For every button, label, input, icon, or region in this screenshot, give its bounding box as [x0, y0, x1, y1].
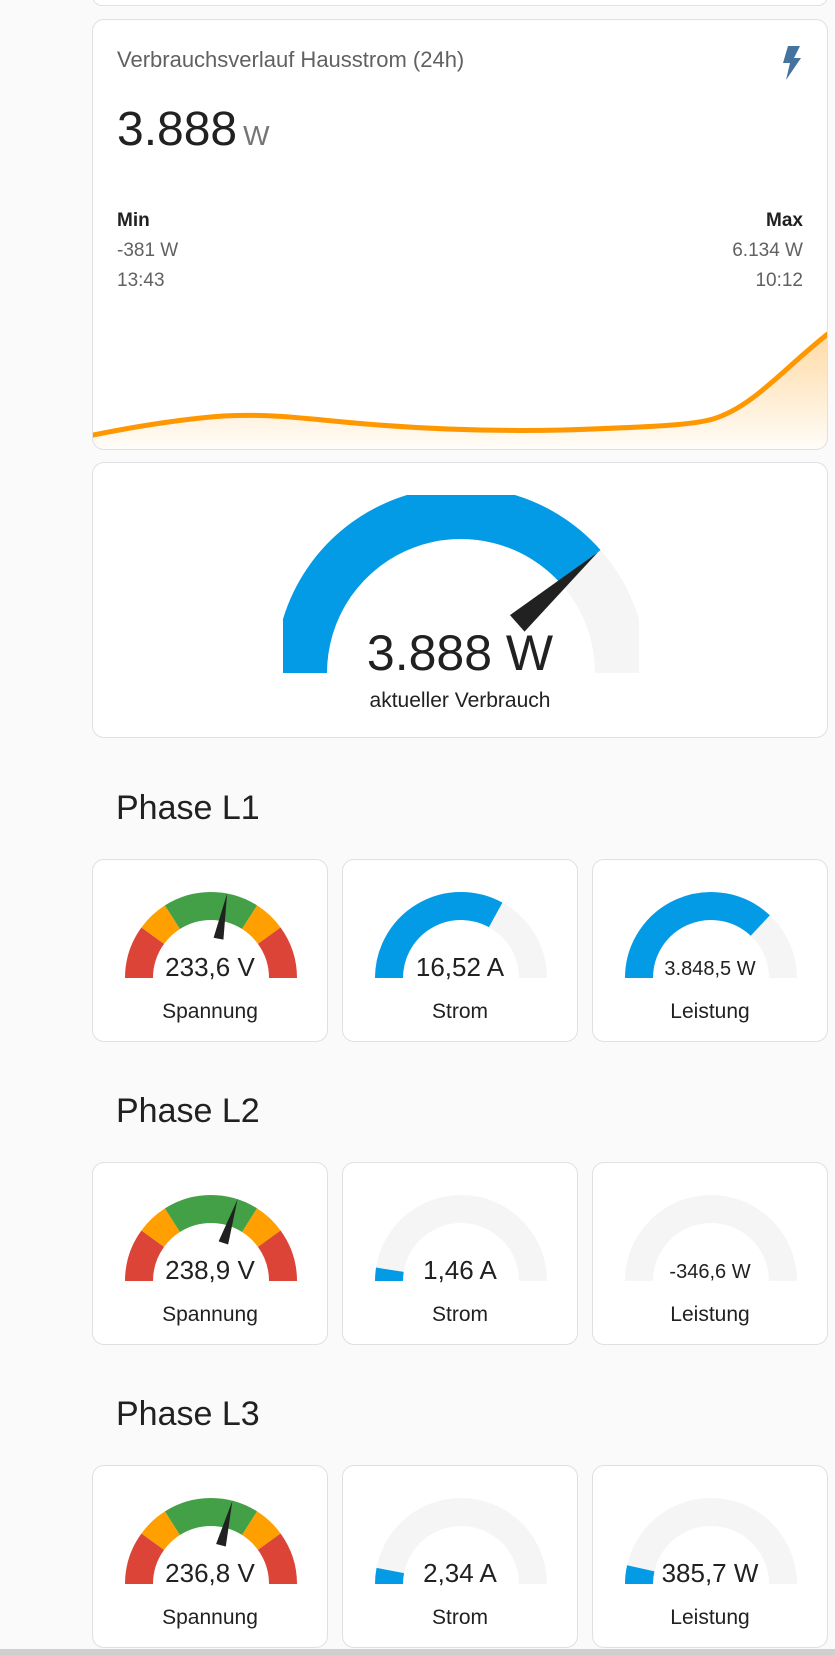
phase-l1-power-card[interactable]: 3.848,5 W Leistung — [592, 859, 828, 1042]
horizontal-scrollbar[interactable] — [0, 1649, 835, 1655]
gauge-value-arc — [375, 1267, 404, 1282]
main-gauge-needle — [509, 552, 598, 632]
green-segment — [164, 892, 258, 930]
gauge-value-arc — [625, 892, 770, 979]
min-stat: Min -381 W 13:43 — [117, 206, 178, 296]
history-card-title: Verbrauchsverlauf Hausstrom (24h) — [117, 47, 465, 72]
high-red-segment — [257, 927, 297, 979]
voltage-gauge — [125, 1195, 297, 1282]
power-gauge — [625, 1195, 797, 1282]
high-orange-segment — [241, 1208, 281, 1248]
min-label: Min — [117, 210, 150, 231]
current-label: Strom — [431, 1303, 488, 1326]
gauge-track — [375, 1498, 547, 1585]
voltage-value: 238,9 V — [165, 1255, 255, 1285]
current-label: Strom — [431, 1000, 488, 1023]
power-value: -346,6 W — [669, 1261, 751, 1283]
voltage-needle — [216, 1500, 233, 1547]
power-gauge — [624, 1498, 797, 1585]
current-value: 2,34 A — [423, 1558, 497, 1588]
high-red-segment — [257, 1230, 297, 1282]
history-graph-card[interactable]: Verbrauchsverlauf Hausstrom (24h) 3.888 W… — [92, 19, 828, 450]
high-red-segment — [257, 1533, 297, 1585]
voltage-gauge — [125, 892, 297, 979]
current-value: 16,52 A — [415, 952, 505, 982]
phase-l3-title: Phase L3 — [116, 1395, 260, 1433]
gauge-track — [625, 1195, 797, 1282]
power-value: 3.848,5 W — [664, 958, 756, 980]
max-label: Max — [766, 210, 803, 231]
low-orange-segment — [141, 1511, 181, 1551]
current-gauge — [375, 892, 547, 979]
current-gauge — [375, 1498, 547, 1585]
phase-l3-power-card[interactable]: 385,7 W Leistung — [592, 1465, 828, 1648]
high-orange-segment — [241, 905, 281, 945]
min-time: 13:43 — [117, 270, 165, 291]
voltage-label: Spannung — [162, 1606, 258, 1629]
max-time: 10:12 — [755, 270, 803, 291]
power-gauge — [625, 892, 797, 979]
gauge-value-arc — [375, 892, 503, 979]
voltage-label: Spannung — [162, 1000, 258, 1023]
power-label: Leistung — [670, 1606, 750, 1629]
main-gauge-value-arc — [283, 495, 601, 674]
gauge-value-arc — [375, 1567, 405, 1585]
voltage-gauge — [125, 1498, 297, 1585]
phase-l2-current-card[interactable]: 1,46 A Strom — [342, 1162, 578, 1345]
max-value: 6.134 W — [732, 240, 803, 261]
max-stat: Max 6.134 W 10:12 — [732, 206, 803, 296]
low-orange-segment — [141, 905, 181, 945]
power-label: Leistung — [670, 1000, 750, 1023]
voltage-needle — [213, 893, 228, 940]
min-value: -381 W — [117, 240, 179, 261]
power-value: 385,7 W — [661, 1558, 759, 1588]
history-value-unit: W — [243, 120, 270, 151]
voltage-label: Spannung — [162, 1303, 258, 1326]
low-red-segment — [125, 1533, 165, 1585]
gauge-value-arc — [624, 1565, 655, 1585]
voltage-value: 233,6 V — [165, 952, 255, 982]
history-line — [93, 331, 827, 438]
low-red-segment — [125, 927, 165, 979]
phase-l2-title: Phase L2 — [116, 1092, 260, 1130]
history-current-value: 3.888 W — [117, 106, 270, 154]
phase-l1-title: Phase L1 — [116, 789, 260, 827]
current-value: 1,46 A — [423, 1255, 497, 1285]
low-orange-segment — [141, 1208, 181, 1248]
history-sparkline[interactable] — [93, 299, 828, 449]
high-orange-segment — [241, 1511, 281, 1551]
green-segment — [164, 1195, 258, 1233]
history-value-number: 3.888 — [117, 103, 238, 156]
phase-l1-current-card[interactable]: 16,52 A Strom — [342, 859, 578, 1042]
current-label: Strom — [431, 1606, 488, 1629]
phase-l3-voltage-card[interactable]: 236,8 V Spannung — [92, 1465, 328, 1648]
low-red-segment — [125, 1230, 165, 1282]
phase-l3-current-card[interactable]: 2,34 A Strom — [342, 1465, 578, 1648]
gauge-track — [625, 1498, 797, 1585]
phase-l2-power-card[interactable]: -346,6 W Leistung — [592, 1162, 828, 1345]
current-gauge — [375, 1195, 547, 1282]
phase-l1-voltage-card[interactable]: 233,6 V Spannung — [92, 859, 328, 1042]
power-label: Leistung — [670, 1303, 750, 1326]
main-gauge-value: 3.888 W — [366, 625, 554, 681]
voltage-needle — [218, 1199, 238, 1245]
main-gauge — [283, 495, 639, 674]
main-gauge-label: aktueller Verbrauch — [369, 689, 551, 712]
flash-icon — [783, 46, 801, 80]
main-gauge-card[interactable]: 3.888 W aktueller Verbrauch — [92, 462, 828, 738]
phase-l2-voltage-card[interactable]: 238,9 V Spannung — [92, 1162, 328, 1345]
gauge-track — [375, 1195, 547, 1282]
voltage-value: 236,8 V — [165, 1558, 255, 1588]
green-segment — [164, 1498, 258, 1536]
previous-card — [92, 0, 828, 6]
history-area — [93, 334, 827, 449]
